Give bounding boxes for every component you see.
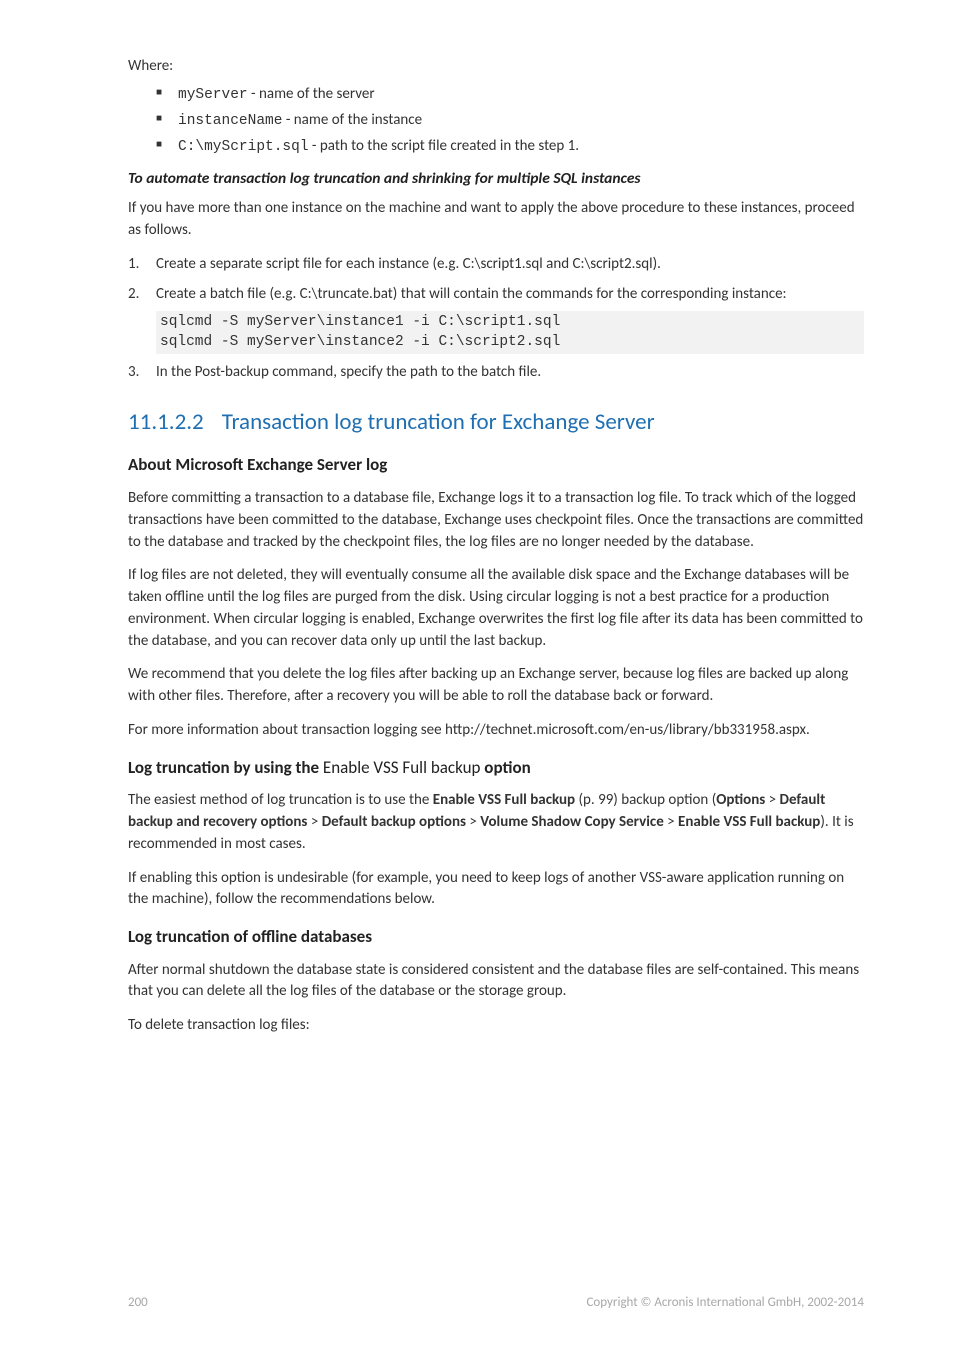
code-block: sqlcmd -S myServer\instance1 -i C:\scrip… (156, 311, 864, 354)
heading-part: Log truncation by using the (128, 757, 323, 778)
page-number: 200 (128, 1294, 148, 1313)
text-part: (p. 99) backup option ( (575, 791, 716, 809)
where-item: myServer - name of the server (156, 84, 864, 106)
text-bold: Volume Shadow Copy Service (480, 813, 664, 831)
where-code: C:\myScript.sql (178, 139, 309, 155)
automate-heading: To automate transaction log truncation a… (128, 168, 864, 190)
about-p1: Before committing a transaction to a dat… (128, 488, 864, 553)
text-part: > (765, 791, 779, 809)
automate-step: Create a separate script file for each i… (128, 254, 864, 276)
about-heading: About Microsoft Exchange Server log (128, 453, 864, 478)
about-p3: We recommend that you delete the log fil… (128, 664, 864, 708)
text-part: > (466, 813, 480, 831)
text-bold: Enable VSS Full backup (433, 791, 575, 809)
enable-vss-p2: If enabling this option is undesirable (… (128, 868, 864, 912)
text-part: > (307, 813, 321, 831)
automate-step: Create a batch file (e.g. C:\truncate.ba… (128, 284, 864, 355)
where-text: - name of the server (248, 85, 375, 103)
automate-steps: Create a separate script file for each i… (128, 254, 864, 384)
step-text: Create a batch file (e.g. C:\truncate.ba… (156, 285, 787, 303)
copyright-text: Copyright © Acronis International GmbH, … (586, 1294, 864, 1313)
step-text: In the Post-backup command, specify the … (156, 363, 541, 381)
section-number: 11.1.2.2 (128, 408, 204, 436)
about-p4: For more information about transaction l… (128, 720, 864, 742)
text-bold: Enable VSS Full backup (678, 813, 820, 831)
where-item: instanceName - name of the instance (156, 110, 864, 132)
where-label: Where: (128, 56, 864, 78)
where-list: myServer - name of the server instanceNa… (128, 84, 864, 158)
offline-heading: Log truncation of offline databases (128, 925, 864, 950)
page-footer: 200 Copyright © Acronis International Gm… (128, 1294, 864, 1313)
about-p2: If log files are not deleted, they will … (128, 565, 864, 652)
automate-intro: If you have more than one instance on th… (128, 198, 864, 242)
heading-part: option (480, 757, 530, 778)
enable-vss-p1: The easiest method of log truncation is … (128, 790, 864, 855)
text-part: > (664, 813, 678, 831)
text-part: The easiest method of log truncation is … (128, 791, 433, 809)
where-text: - name of the instance (282, 111, 422, 129)
where-item: C:\myScript.sql - path to the script fil… (156, 136, 864, 158)
automate-step: In the Post-backup command, specify the … (128, 362, 864, 384)
offline-p1: After normal shutdown the database state… (128, 960, 864, 1004)
offline-p2: To delete transaction log files: (128, 1015, 864, 1037)
enable-vss-heading: Log truncation by using the Enable VSS F… (128, 756, 864, 781)
heading-part: Enable VSS Full backup (323, 757, 481, 778)
section-heading: 11.1.2.2 Transaction log truncation for E… (128, 406, 864, 439)
step-text: Create a separate script file for each i… (156, 255, 661, 273)
where-code: myServer (178, 87, 248, 103)
where-code: instanceName (178, 113, 282, 129)
section-title: Transaction log truncation for Exchange … (222, 408, 655, 436)
text-bold: Default backup options (322, 813, 466, 831)
where-text: - path to the script file created in the… (309, 137, 580, 155)
text-bold: Options (716, 791, 765, 809)
